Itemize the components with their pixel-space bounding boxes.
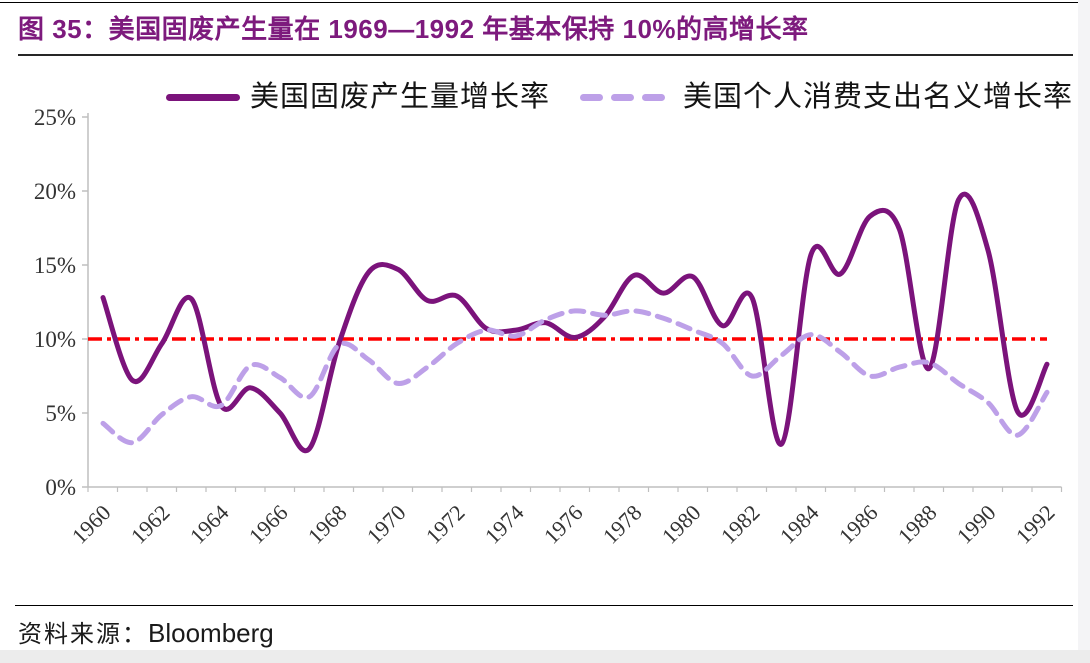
series-line-dashed	[100, 308, 1050, 446]
source-value: Bloomberg	[148, 618, 274, 648]
source-row: 资料来源：Bloomberg	[18, 614, 274, 649]
figure-title-prefix: 图 35：	[18, 14, 109, 44]
x-axis-tick-label: 1984	[775, 500, 824, 549]
x-axis-tick-label: 1990	[952, 500, 1001, 549]
x-axis-tick-label: 1962	[126, 500, 175, 549]
title-underline-rule	[18, 54, 1073, 56]
top-border-rule	[0, 2, 1090, 3]
y-axis-tick-label: 0%	[45, 475, 76, 500]
x-axis-tick-label: 1972	[421, 500, 470, 549]
x-axis-tick-label: 1982	[716, 500, 765, 549]
x-axis-tick-label: 1992	[1011, 500, 1060, 549]
y-axis-tick-label: 5%	[45, 401, 76, 426]
source-label: 资料来源：	[18, 622, 148, 648]
x-axis-tick-label: 1960	[67, 500, 116, 549]
legend-dash-segment	[580, 93, 604, 101]
x-axis-tick-label: 1964	[185, 500, 234, 549]
source-divider-rule	[15, 605, 1073, 606]
legend-swatch-dashed-line-icon	[580, 93, 673, 101]
series-line-solid	[100, 191, 1050, 454]
legend-dash-segment	[611, 93, 635, 101]
x-axis-tick-label: 1970	[362, 500, 411, 549]
x-axis-tick-label: 1980	[657, 500, 706, 549]
x-axis-tick-label: 1974	[480, 500, 529, 549]
figure-title-text: 美国固废产生量在 1969—1992 年基本保持 10%的高增长率	[108, 14, 809, 44]
y-axis-tick-label: 25%	[34, 105, 76, 130]
figure-title: 图 35：美国固废产生量在 1969—1992 年基本保持 10%的高增长率	[18, 9, 1078, 46]
x-axis-tick-label: 1978	[598, 500, 647, 549]
legend-dash-segment	[642, 93, 666, 101]
bottom-margin-band	[0, 650, 1090, 663]
line-chart: 0% 5% 10% 15% 20% 25% 1960 1962 1964 1966 1968 1970…	[34, 105, 1063, 549]
legend-swatch-solid-line-icon	[166, 93, 240, 101]
x-axis-tick-label: 1968	[303, 500, 352, 549]
y-axis-tick-label: 20%	[34, 179, 76, 204]
right-margin-band	[1078, 0, 1090, 650]
x-axis-tick-label: 1966	[244, 500, 293, 549]
x-axis-tick-label: 1988	[893, 500, 942, 549]
legend-label-dashed-series: 美国个人消费支出名义增长率	[683, 81, 1074, 113]
legend-label-solid-series: 美国固废产生量增长率	[250, 81, 551, 113]
x-axis-tick-label: 1976	[539, 500, 588, 549]
chart-legend: 美国固废产生量增长率 美国个人消费支出名义增长率	[166, 81, 1074, 113]
y-axis-tick-label: 10%	[34, 327, 76, 352]
y-axis-tick-label: 15%	[34, 253, 76, 278]
x-axis-tick-label: 1986	[834, 500, 883, 549]
